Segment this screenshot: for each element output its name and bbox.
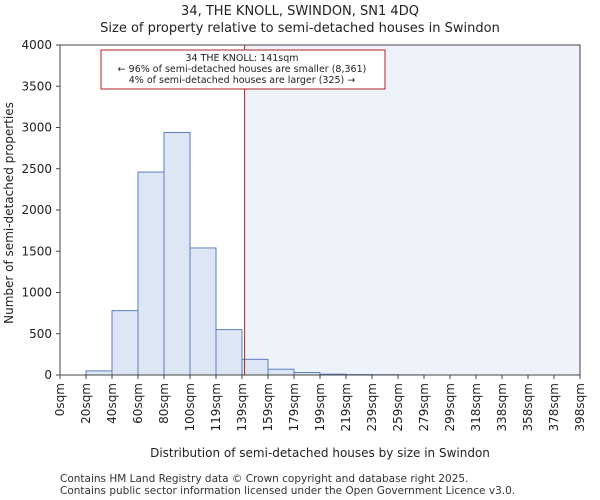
y-tick-label: 2000 (21, 203, 52, 217)
x-tick-label: 119sqm (209, 383, 223, 431)
x-tick-label: 60sqm (131, 383, 145, 424)
annotation-line: 34 THE KNOLL: 141sqm (185, 53, 298, 64)
x-tick-label: 80sqm (157, 383, 171, 424)
y-tick-label: 500 (29, 327, 52, 341)
x-tick-label: 219sqm (339, 383, 353, 431)
x-tick-label: 159sqm (261, 383, 275, 431)
histogram-bar (241, 358, 269, 376)
y-tick-label: 3500 (21, 79, 52, 93)
chart-subtitle: Size of property relative to semi-detach… (100, 21, 500, 36)
footer-line-2: Contains public sector information licen… (60, 485, 516, 497)
histogram-bar (163, 131, 191, 376)
y-tick-label: 1000 (21, 286, 52, 300)
x-tick-label: 279sqm (417, 383, 431, 431)
x-tick-label: 239sqm (365, 383, 379, 431)
histogram-bar (267, 368, 295, 376)
y-tick-label: 2500 (21, 162, 52, 176)
annotation-line: ← 96% of semi-detached houses are smalle… (118, 64, 367, 75)
x-tick-label: 20sqm (79, 383, 93, 424)
x-tick-label: 199sqm (313, 383, 327, 431)
x-tick-label: 100sqm (183, 383, 197, 431)
annotation-line: 4% of semi-detached houses are larger (3… (129, 75, 356, 86)
histogram-bar (137, 171, 165, 376)
y-axis-label: Number of semi-detached properties (2, 102, 16, 324)
x-tick-label: 299sqm (443, 383, 457, 431)
y-tick-label: 0 (44, 368, 52, 382)
x-tick-label: 259sqm (391, 383, 405, 431)
x-tick-label: 318sqm (469, 383, 483, 431)
histogram-bar (215, 329, 243, 376)
footer-line-1: Contains HM Land Registry data © Crown c… (60, 473, 469, 485)
x-tick-label: 378sqm (547, 383, 561, 431)
annotation-box (100, 49, 386, 90)
x-tick-label: 179sqm (287, 383, 301, 431)
histogram-bar (85, 370, 113, 376)
x-tick-label: 338sqm (495, 383, 509, 431)
histogram-bar (189, 247, 217, 376)
x-tick-label: 0sqm (53, 383, 67, 416)
x-tick-label: 358sqm (521, 383, 535, 431)
larger-properties-region (244, 45, 580, 375)
x-tick-label: 398sqm (573, 383, 587, 431)
y-tick-label: 3000 (21, 121, 52, 135)
y-tick-label: 1500 (21, 244, 52, 258)
x-tick-label: 40sqm (105, 383, 119, 424)
histogram-bar (111, 310, 139, 376)
y-tick-label: 4000 (21, 38, 52, 52)
x-tick-label: 139sqm (235, 383, 249, 431)
x-axis-label: Distribution of semi-detached houses by … (150, 446, 490, 460)
chart-title: 34, THE KNOLL, SWINDON, SN1 4DQ (181, 4, 419, 19)
